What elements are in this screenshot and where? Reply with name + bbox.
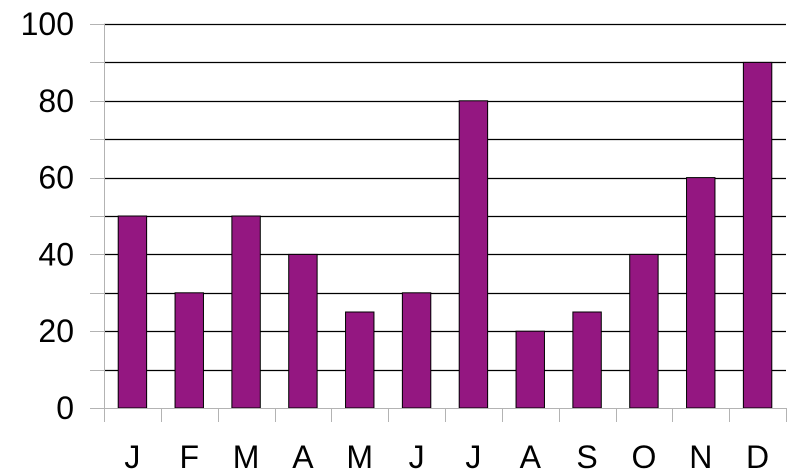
bar-8 xyxy=(515,330,545,409)
x-tick-label: J xyxy=(124,439,140,473)
x-tick-label: S xyxy=(576,439,597,473)
x-tick-label: D xyxy=(746,439,769,473)
axes xyxy=(90,24,787,422)
bars xyxy=(117,61,773,409)
bar-2 xyxy=(174,292,204,409)
bar-7 xyxy=(458,100,489,409)
y-tick-label: 80 xyxy=(38,83,74,119)
bar-3 xyxy=(231,215,261,409)
x-tick-label: J xyxy=(409,439,425,473)
x-tick-label: N xyxy=(689,439,712,473)
bar-4 xyxy=(288,253,318,409)
x-tick-label: A xyxy=(520,439,542,473)
bar-1 xyxy=(117,215,148,409)
gridlines xyxy=(104,23,786,372)
y-tick-label: 20 xyxy=(38,313,74,349)
bar-10 xyxy=(629,253,659,409)
x-tick-label: M xyxy=(346,439,373,473)
bar-11 xyxy=(686,177,716,409)
x-tick-label: A xyxy=(292,439,314,473)
y-tick-label: 40 xyxy=(38,236,74,272)
y-tick-label: 60 xyxy=(38,160,74,196)
x-tick-label: M xyxy=(233,439,260,473)
y-tick-label: 100 xyxy=(21,6,74,42)
bar-9 xyxy=(572,311,602,409)
x-tick-label: J xyxy=(465,439,481,473)
x-tick-label: O xyxy=(631,439,656,473)
y-tick-label: 0 xyxy=(56,390,74,426)
bar-5 xyxy=(345,311,375,409)
bar-12 xyxy=(742,61,773,409)
bar-6 xyxy=(401,292,432,409)
x-tick-label: F xyxy=(179,439,199,473)
y-tick-labels: 0 20 40 60 80 100 xyxy=(21,6,74,426)
